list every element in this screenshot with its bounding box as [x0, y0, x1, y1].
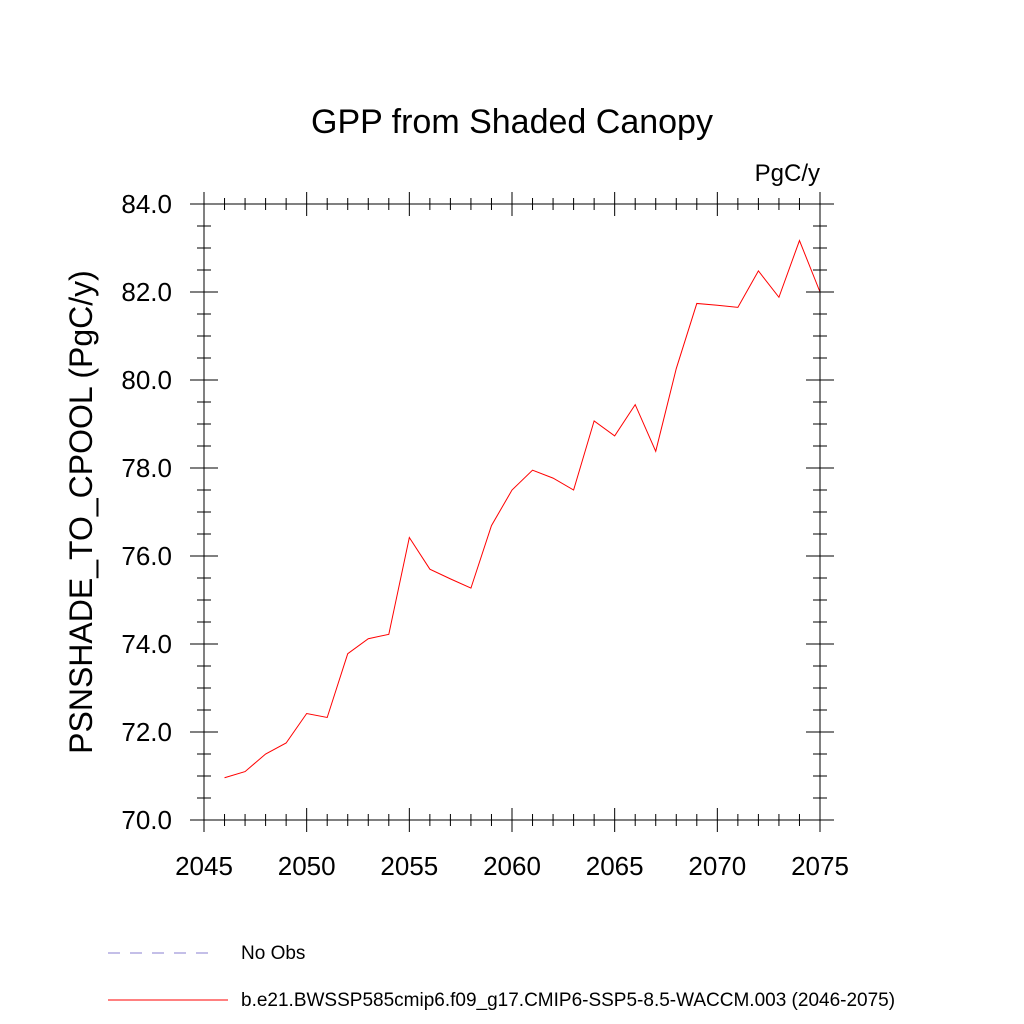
x-tick-label: 2050: [278, 851, 336, 881]
x-tick-labels: 2045 2050 2055 2060 2065 2070 2075: [175, 851, 849, 881]
x-tick-label: 2060: [483, 851, 541, 881]
plot-frame: [203, 203, 821, 821]
units-label: PgC/y: [755, 160, 820, 187]
y-tick-labels: 70.0 72.0 74.0 76.0 78.0 80.0 82.0 84.0: [121, 189, 172, 835]
y-tick-label: 72.0: [121, 717, 172, 747]
chart-title: GPP from Shaded Canopy: [311, 103, 713, 141]
tick-marks: [190, 192, 834, 832]
x-tick-label: 2065: [586, 851, 644, 881]
series-line: [224, 239, 821, 779]
legend-label-series: b.e21.BWSSP585cmip6.f09_g17.CMIP6-SSP5-8…: [241, 990, 895, 1011]
x-tick-label: 2070: [688, 851, 746, 881]
x-tick-label: 2075: [791, 851, 849, 881]
y-tick-label: 70.0: [121, 805, 172, 835]
y-tick-label: 78.0: [121, 453, 172, 483]
y-tick-label: 76.0: [121, 541, 172, 571]
x-tick-label: 2045: [175, 851, 233, 881]
x-tick-label: 2055: [380, 851, 438, 881]
y-tick-label: 84.0: [121, 189, 172, 219]
legend-label-no-obs: No Obs: [241, 943, 305, 964]
y-tick-label: 80.0: [121, 365, 172, 395]
legend: No Obs b.e21.BWSSP585cmip6.f09_g17.CMIP6…: [108, 943, 895, 1011]
series-layer: [224, 239, 821, 779]
y-axis-label: PSNSHADE_TO_CPOOL (PgC/y): [63, 270, 99, 754]
y-tick-label: 82.0: [121, 277, 172, 307]
y-tick-label: 74.0: [121, 629, 172, 659]
